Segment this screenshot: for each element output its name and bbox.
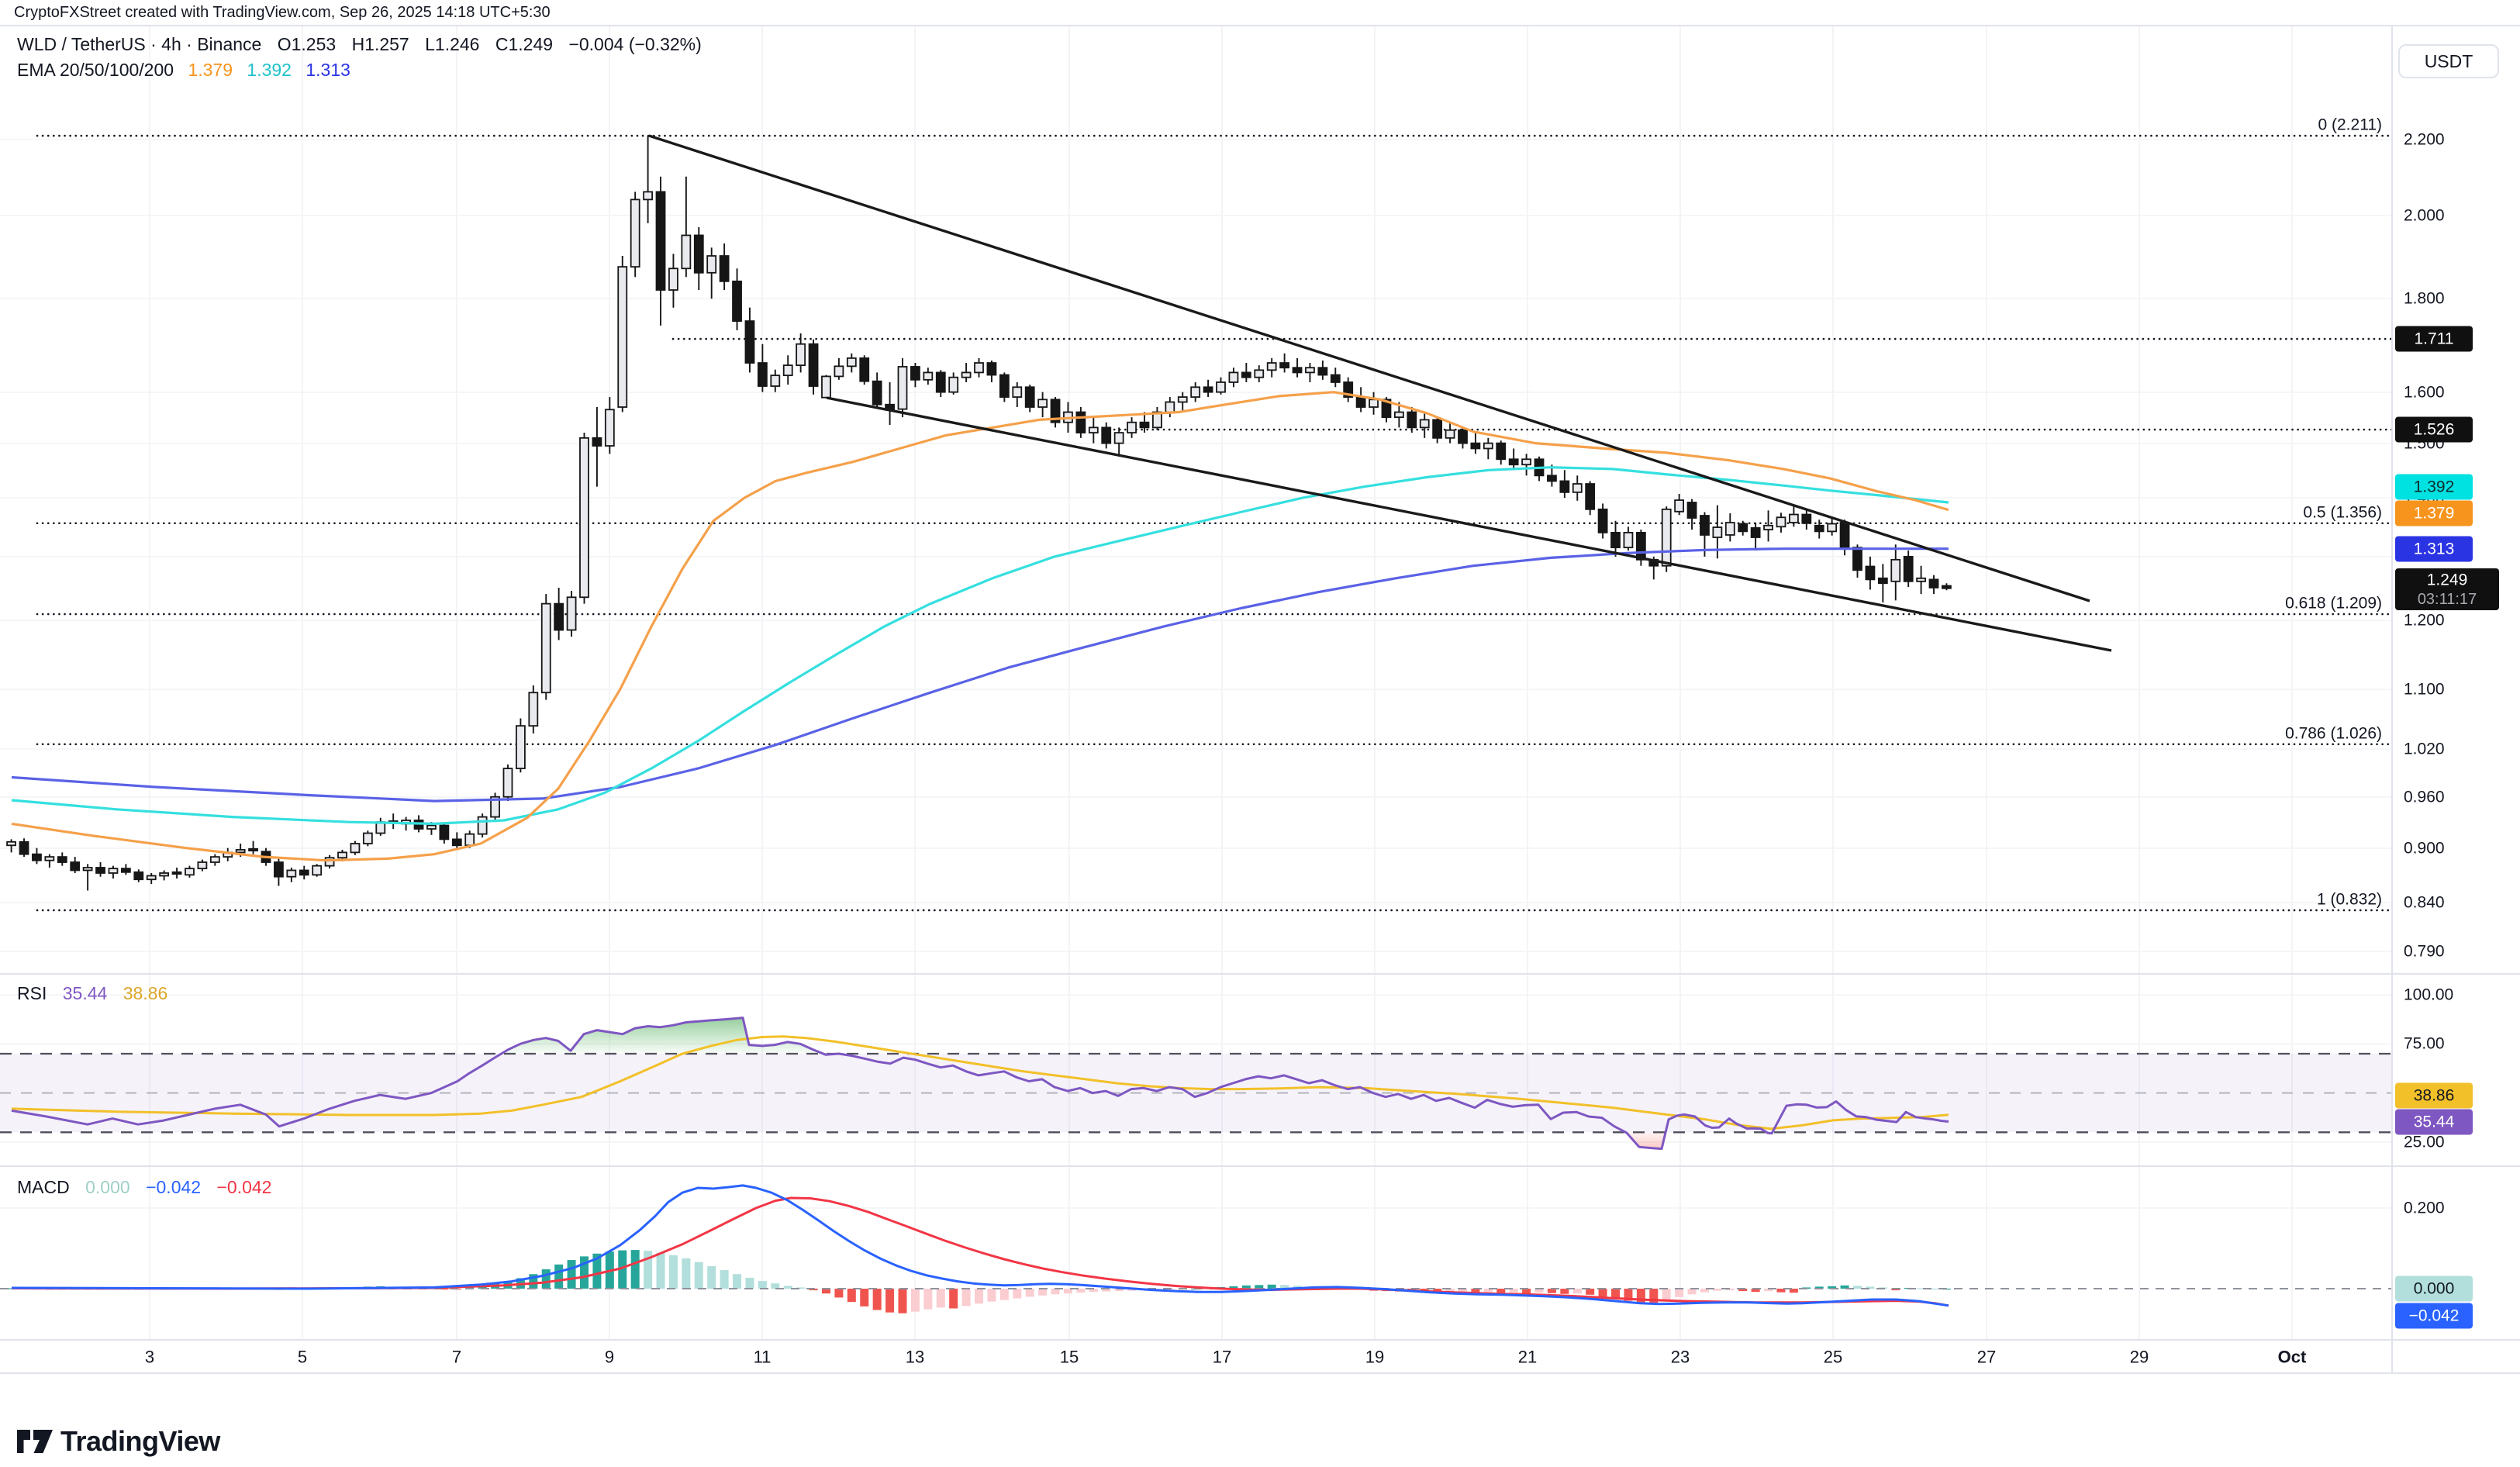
svg-text:13: 13 (906, 1348, 924, 1367)
svg-text:1 (0.832): 1 (0.832) (2317, 891, 2382, 909)
price-axis[interactable]: 2.2002.0001.8001.6001.5001.4001.3001.200… (2404, 131, 2453, 1217)
ohlc-low: L1.246 (425, 34, 480, 54)
svg-text:23: 23 (1671, 1348, 1690, 1367)
svg-text:17: 17 (1213, 1348, 1231, 1367)
svg-text:38.86: 38.86 (2414, 1087, 2455, 1105)
svg-text:15: 15 (1060, 1348, 1079, 1367)
svg-text:1.379: 1.379 (2414, 505, 2455, 523)
svg-text:0.5 (1.356): 0.5 (1.356) (2303, 504, 2382, 522)
macd-signal-value: −0.042 (216, 1177, 272, 1197)
svg-text:0.786 (1.026): 0.786 (1.026) (2285, 725, 2382, 743)
ema-legend[interactable]: EMA 20/50/100/200 1.379 1.392 1.313 (17, 60, 360, 81)
svg-text:1.020: 1.020 (2404, 740, 2445, 758)
ohlc-high: H1.257 (351, 34, 409, 54)
symbol-ohlc-legend[interactable]: WLD / TetherUS · 4h · Binance O1.253 H1.… (17, 34, 713, 55)
svg-text:19: 19 (1365, 1348, 1384, 1367)
svg-text:9: 9 (605, 1348, 614, 1367)
trendlines[interactable] (648, 134, 2112, 652)
svg-text:1.711: 1.711 (2415, 330, 2454, 348)
tradingview-logo[interactable]: TradingView (17, 1425, 220, 1458)
svg-text:100.00: 100.00 (2404, 986, 2453, 1004)
svg-text:1.526: 1.526 (2414, 421, 2455, 439)
ohlc-change: −0.004 (−0.32%) (568, 34, 702, 54)
candles-layer (6, 136, 1952, 891)
symbol-title: WLD / TetherUS · 4h · Binance (17, 34, 262, 54)
svg-text:27: 27 (1977, 1348, 1996, 1367)
svg-text:Oct: Oct (2278, 1348, 2307, 1367)
svg-text:0.000: 0.000 (2414, 1280, 2455, 1298)
svg-text:−0.042: −0.042 (2409, 1307, 2460, 1325)
ema50-value: 1.392 (247, 60, 292, 80)
fib-retracement-lines[interactable] (36, 134, 2394, 912)
svg-text:0.900: 0.900 (2404, 840, 2445, 858)
macd-label: MACD (17, 1177, 70, 1197)
svg-text:0 (2.211): 0 (2.211) (2318, 116, 2383, 134)
macd-hist-value: 0.000 (85, 1177, 130, 1197)
svg-text:3: 3 (145, 1348, 154, 1367)
axis-badges: 1.711 1.526 1.392 1.379 1.313 1.249 03:11:17 38… (2395, 326, 2499, 1329)
rsi-pane (0, 1017, 2392, 1151)
svg-text:0.960: 0.960 (2404, 789, 2445, 806)
svg-text:11: 11 (754, 1348, 772, 1367)
svg-text:1.200: 1.200 (2404, 612, 2445, 630)
ohlc-close: C1.249 (495, 34, 554, 54)
gridlines (0, 26, 2392, 1340)
svg-text:2.200: 2.200 (2404, 131, 2445, 149)
fib-labels: 0 (2.211) 0.5 (1.356) 0.618 (1.209) 0.786 (… (2285, 116, 2382, 909)
ohlc-open: O1.253 (277, 34, 337, 54)
time-axis[interactable]: 3 5 7 9 11 13 15 17 19 21 23 25 27 29 Oct (145, 1348, 2307, 1367)
svg-text:0.200: 0.200 (2404, 1199, 2445, 1217)
svg-text:1.600: 1.600 (2404, 384, 2445, 402)
attribution-text: CryptoFXStreet created with TradingView.… (14, 4, 551, 21)
svg-text:1.313: 1.313 (2414, 540, 2455, 558)
macd-pane (0, 1184, 2392, 1313)
panel-separators (0, 25, 2520, 1374)
horizontal-price-lines[interactable] (671, 337, 2394, 431)
svg-text:5: 5 (298, 1348, 307, 1367)
tradingview-logo-text: TradingView (60, 1425, 220, 1457)
svg-text:0.790: 0.790 (2404, 943, 2445, 961)
svg-text:25: 25 (1824, 1348, 1842, 1367)
svg-text:7: 7 (452, 1348, 461, 1367)
svg-text:1.392: 1.392 (2414, 478, 2455, 496)
svg-text:35.44: 35.44 (2414, 1113, 2455, 1131)
rsi-legend[interactable]: RSI 35.44 38.86 (17, 983, 178, 1004)
svg-text:75.00: 75.00 (2404, 1035, 2445, 1053)
currency-toggle-button[interactable]: USDT (2398, 44, 2499, 78)
ema-legend-label: EMA 20/50/100/200 (17, 60, 174, 80)
svg-text:21: 21 (1518, 1348, 1537, 1367)
svg-text:1.800: 1.800 (2404, 290, 2445, 308)
svg-text:2.000: 2.000 (2404, 207, 2445, 225)
tradingview-logo-icon (17, 1430, 53, 1453)
svg-text:03:11:17: 03:11:17 (2418, 591, 2477, 608)
svg-text:0.840: 0.840 (2404, 894, 2445, 912)
rsi-label: RSI (17, 983, 47, 1003)
svg-text:29: 29 (2130, 1348, 2149, 1367)
macd-legend[interactable]: MACD 0.000 −0.042 −0.042 (17, 1177, 282, 1198)
rsi-value: 35.44 (62, 983, 108, 1003)
macd-line-value: −0.042 (146, 1177, 202, 1197)
svg-text:0.618 (1.209): 0.618 (1.209) (2285, 595, 2382, 613)
ema100-value: 1.313 (306, 60, 350, 80)
svg-text:25.00: 25.00 (2404, 1134, 2445, 1151)
svg-text:1.249: 1.249 (2427, 571, 2468, 589)
ema20-value: 1.379 (188, 60, 233, 80)
svg-text:1.100: 1.100 (2404, 681, 2445, 699)
rsi-ma-value: 38.86 (123, 983, 168, 1003)
